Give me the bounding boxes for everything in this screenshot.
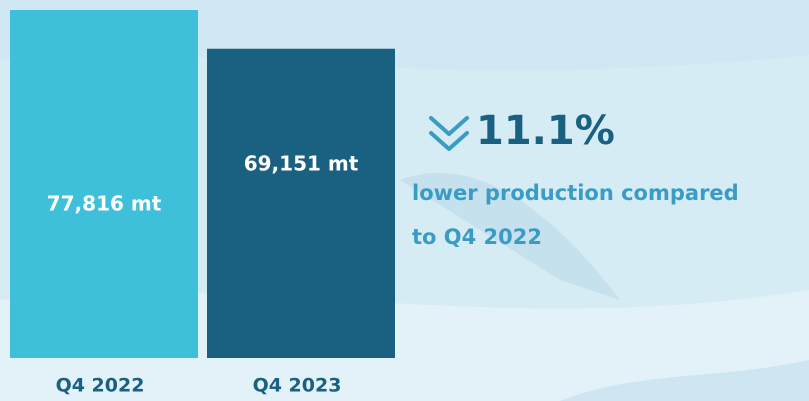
chart: 11.1% lower production compared to Q4 20… bbox=[0, 0, 809, 401]
value-label: 77,816 mt bbox=[47, 192, 162, 216]
category-label: Q4 2022 bbox=[56, 375, 145, 397]
bar bbox=[10, 10, 198, 358]
value-label: 69,151 mt bbox=[244, 152, 359, 176]
page: {"chart_data": { "type": "bar", "categor… bbox=[0, 0, 809, 401]
annotation: lower production compared bbox=[412, 181, 739, 205]
change-value: 11.1% bbox=[476, 108, 615, 154]
category-label: Q4 2023 bbox=[253, 375, 342, 397]
bar bbox=[207, 49, 395, 358]
annotation: to Q4 2022 bbox=[412, 225, 542, 249]
